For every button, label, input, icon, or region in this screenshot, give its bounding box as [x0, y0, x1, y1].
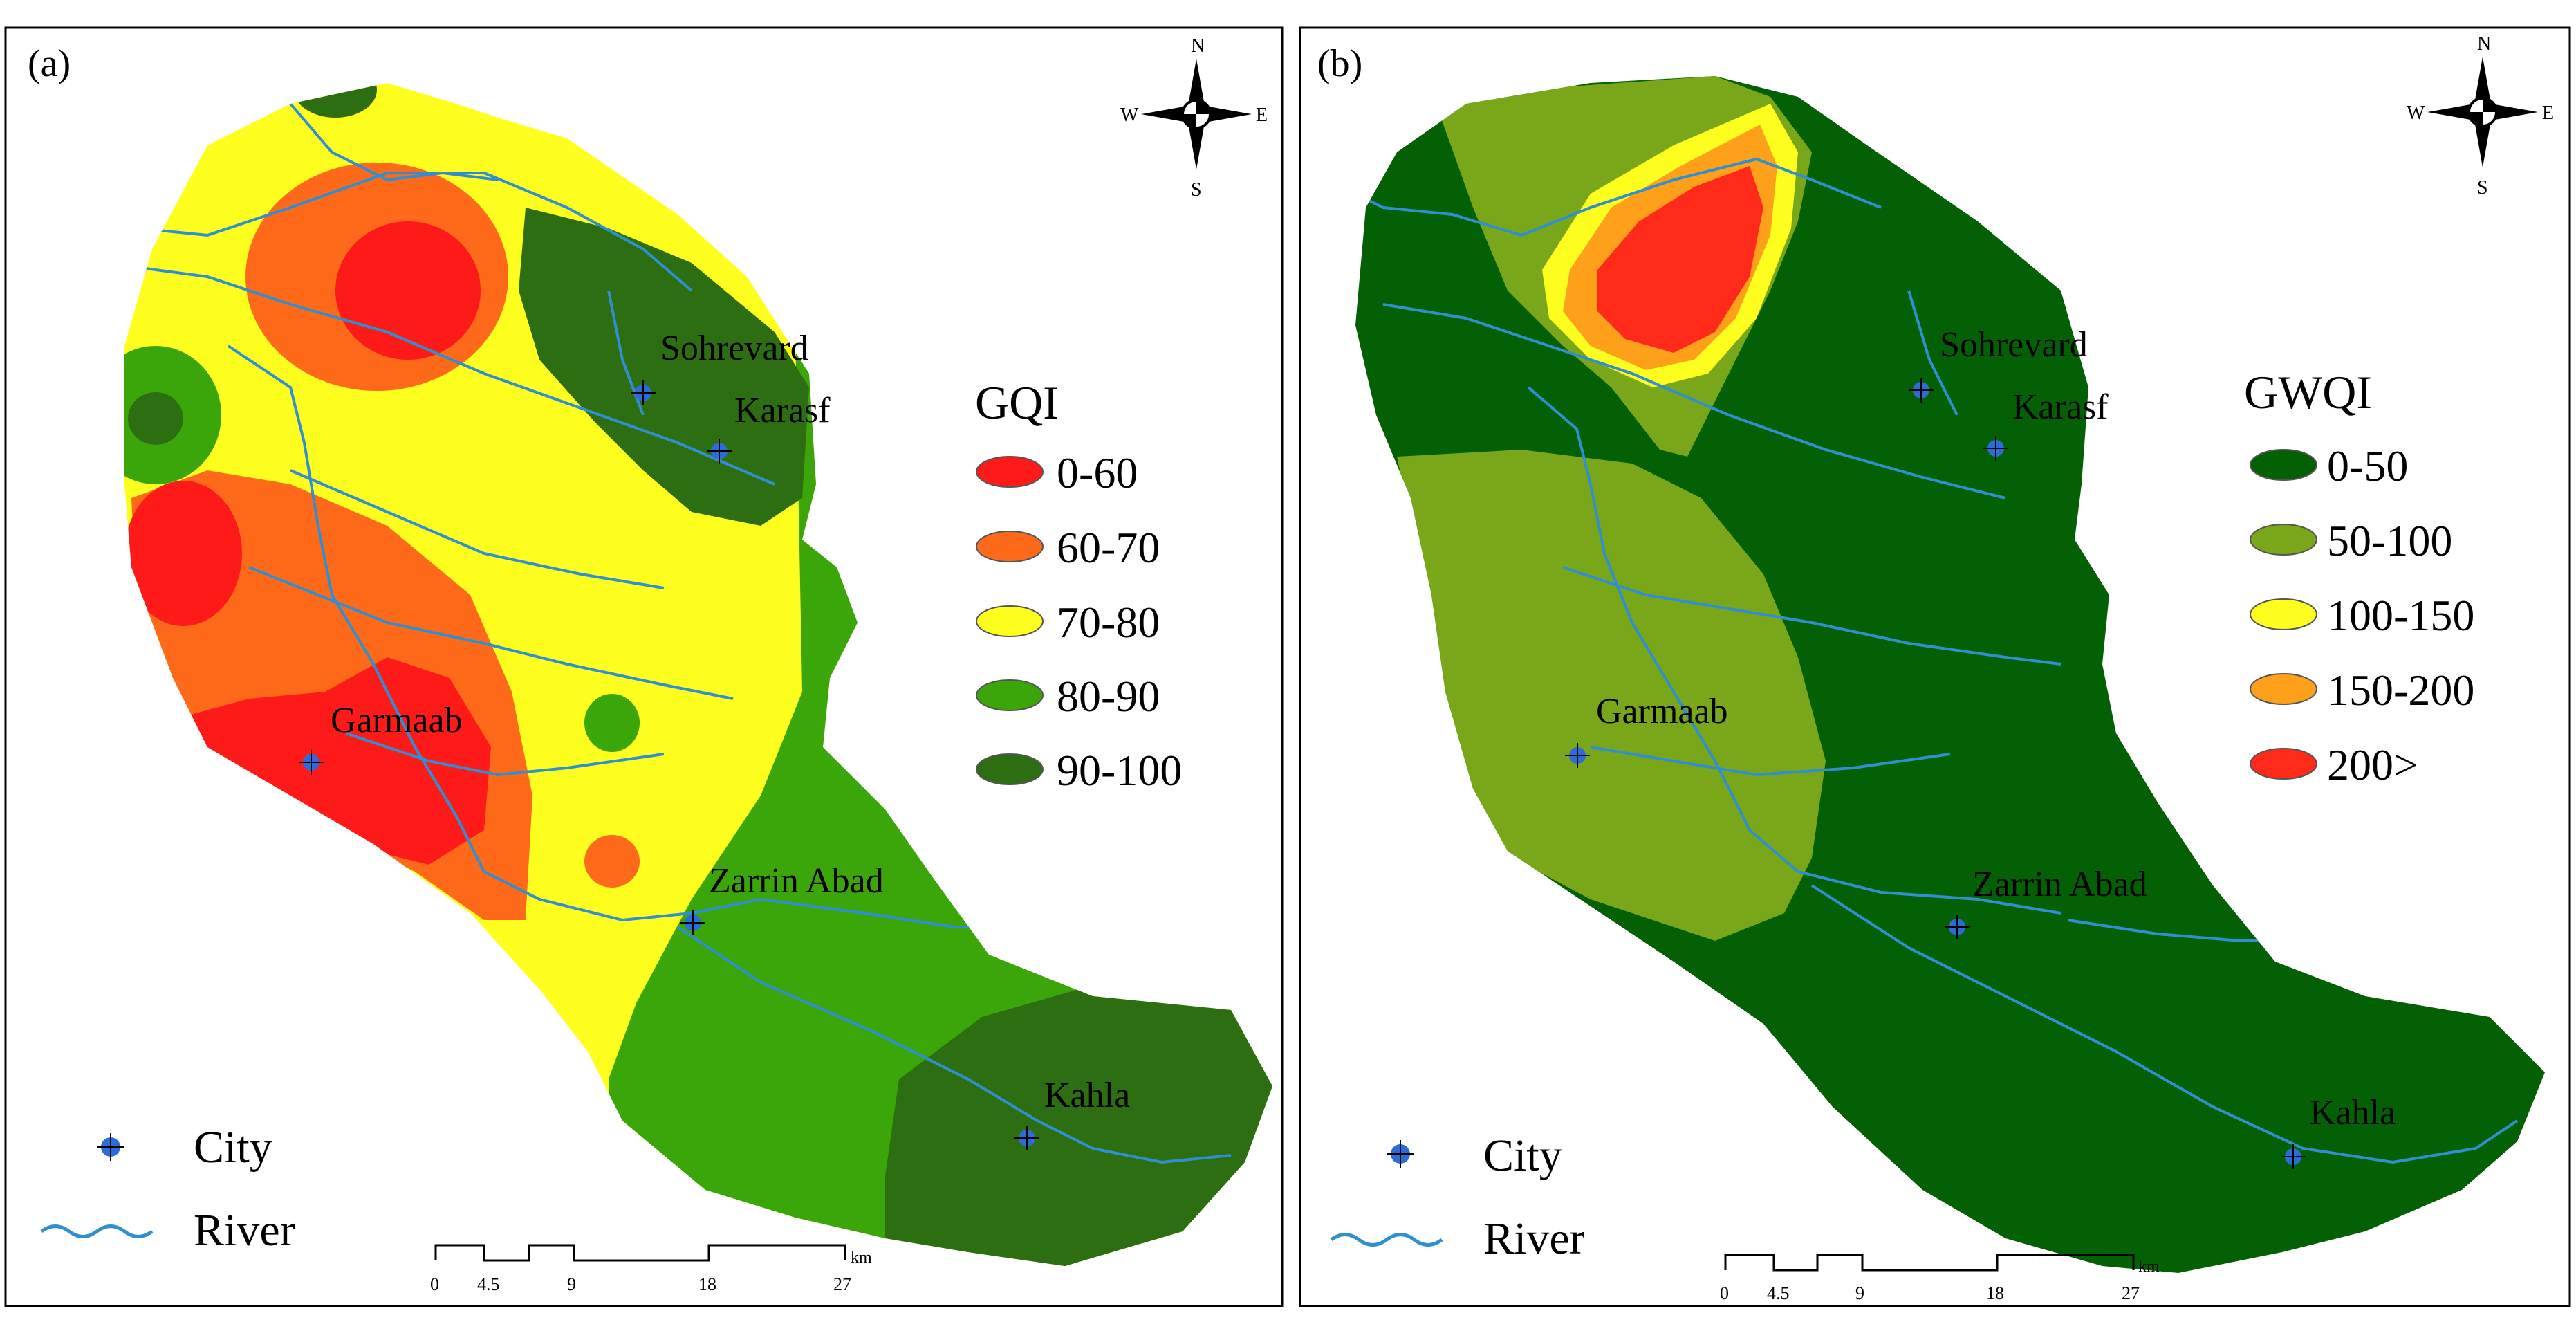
scale-tick-27: 27: [2122, 1283, 2140, 1303]
scale-tick-18: 18: [698, 1274, 716, 1294]
scale-tick-27: 27: [833, 1274, 851, 1294]
scale-tick-18: 18: [1986, 1283, 2004, 1303]
legend-swatch: [2250, 748, 2317, 780]
panel-b: (b) Sohre: [1299, 26, 2571, 1307]
scale-tick-0: 0: [1720, 1283, 1729, 1303]
legend-swatch: [976, 531, 1044, 562]
scale-tick-9: 9: [567, 1274, 576, 1294]
gqi-legend: GQI 0-60 60-70 70-80 80-90 90-100: [975, 376, 1182, 795]
cities-b: Sohrevard Karasf Garmaab Zarrin Abad Kah…: [1565, 325, 2396, 1169]
scale-unit: km: [2138, 1258, 2160, 1276]
city-label-garmaab: Garmaab: [1596, 692, 1728, 731]
legend-label: 150-200: [2327, 666, 2474, 715]
legend-label: 200>: [2327, 740, 2418, 789]
legend-swatch: [976, 679, 1044, 711]
city-label-kahla: Kahla: [1044, 1076, 1130, 1115]
city-marker: [1983, 436, 2008, 461]
rivers-a: [124, 102, 1232, 1164]
legend-city-label: City: [194, 1122, 272, 1173]
compass-s: S: [2477, 177, 2488, 199]
scale-bar-b: [1724, 1254, 2135, 1272]
zone-0-60-north: [335, 221, 481, 360]
city-marker: [1014, 1126, 1039, 1150]
panel-b-label: (b): [1317, 42, 1362, 85]
legend-label: 0-60: [1057, 448, 1138, 497]
city-label-sohrevard: Sohrevard: [660, 329, 808, 368]
city-label-karasf: Karasf: [734, 391, 831, 430]
zone-200-plus: [1597, 166, 1763, 353]
river-icon: [1330, 1233, 1443, 1247]
legend-label: 80-90: [1057, 672, 1160, 721]
legend-city-label: City: [1483, 1130, 1562, 1181]
river-icon: [40, 1224, 154, 1238]
compass-n: N: [2477, 33, 2491, 55]
city-label-sohrevard: Sohrevard: [1940, 325, 2088, 365]
legend-swatch: [976, 753, 1044, 785]
gwqi-legend: GWQI 0-50 50-100 100-150 150-200 200>: [2244, 366, 2474, 789]
legend-label: 100-150: [2327, 591, 2474, 640]
compass-e: E: [1256, 104, 1268, 126]
north-arrow-b: N S W E: [2407, 33, 2554, 199]
scale-tick-4-5: 4.5: [1767, 1283, 1790, 1303]
legend-river-label: River: [194, 1205, 295, 1256]
city-marker: [707, 439, 732, 464]
zone-50-100-west: [1397, 450, 1826, 941]
compass-w: W: [2407, 102, 2425, 124]
legend-label: 60-70: [1057, 523, 1160, 572]
scale-bar-a: [434, 1244, 846, 1262]
city-marker: [1565, 743, 1590, 768]
zone-90-100-west: [128, 392, 183, 445]
legend-swatch: [2250, 449, 2317, 481]
legend-swatch: [976, 605, 1044, 637]
city-marker: [299, 750, 324, 775]
city-label-garmaab: Garmaab: [331, 701, 463, 740]
zone-0-60-west: [124, 481, 242, 626]
compass-e: E: [2542, 102, 2554, 124]
north-arrow-a: N S W E: [1120, 35, 1268, 201]
legend-label: 90-100: [1057, 746, 1182, 795]
map-legend-a: City River: [40, 1122, 295, 1256]
city-marker: [631, 380, 656, 405]
zone-60-70-small: [584, 835, 640, 888]
rivers-b: [1355, 124, 2519, 1164]
city-label-karasf: Karasf: [2012, 387, 2109, 427]
legend-swatch: [2250, 598, 2317, 630]
compass-n: N: [1191, 35, 1205, 57]
city-marker: [680, 910, 705, 935]
compass-w: W: [1120, 104, 1139, 126]
city-marker: [2281, 1144, 2306, 1169]
legend-title-gqi: GQI: [975, 376, 1059, 429]
legend-label: 0-50: [2327, 441, 2408, 490]
scale-tick-4-5: 4.5: [477, 1274, 500, 1294]
legend-label: 70-80: [1057, 598, 1160, 647]
zone-80-90-small: [584, 694, 640, 752]
compass-s: S: [1191, 179, 1202, 201]
zone-0-60-south: [173, 657, 491, 865]
city-label-kahla: Kahla: [2310, 1093, 2396, 1132]
city-marker: [1945, 915, 1970, 939]
scale-tick-0: 0: [430, 1274, 439, 1294]
legend-swatch: [976, 456, 1044, 488]
scale-tick-9: 9: [1855, 1283, 1864, 1303]
map-legend-b: City River: [1330, 1130, 1585, 1264]
panel-a: (a): [4, 26, 1284, 1307]
legend-title-gwqi: GWQI: [2244, 366, 2372, 419]
scale-unit: km: [851, 1249, 872, 1267]
legend-swatch: [2250, 673, 2317, 705]
legend-river-label: River: [1483, 1213, 1585, 1264]
city-label-zarrin-abad: Zarrin Abad: [1972, 865, 2147, 904]
city-marker: [1909, 378, 1934, 403]
cities-a: Sohrevard Karasf Garmaab Zarrin Abad Kah…: [299, 329, 1130, 1150]
city-label-zarrin-abad: Zarrin Abad: [709, 861, 884, 901]
zone-90-100-ne: [519, 208, 809, 526]
panel-a-label: (a): [28, 42, 71, 85]
legend-swatch: [2250, 524, 2317, 556]
legend-label: 50-100: [2327, 516, 2452, 565]
